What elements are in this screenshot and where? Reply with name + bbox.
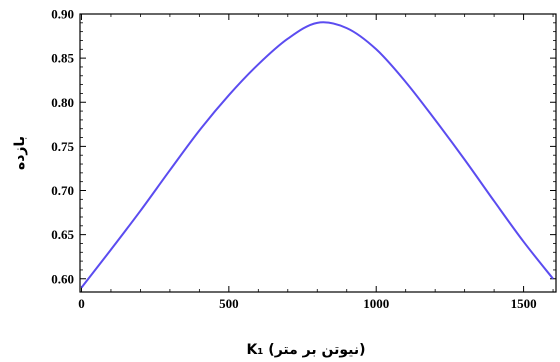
plot-frame — [79, 13, 557, 293]
y-tick-label: 0.60 — [51, 271, 74, 286]
x-tick-labels: 0 500 1000 1500 — [78, 296, 536, 311]
axis-ticks — [80, 13, 556, 292]
y-axis-title: بازده — [12, 136, 28, 170]
y-tick-label: 0.90 — [51, 7, 74, 22]
series-line — [80, 21, 554, 289]
y-tick-label: 0.65 — [51, 227, 74, 242]
x-tick-label: 1000 — [363, 296, 389, 311]
y-tick-label: 0.70 — [51, 183, 74, 198]
x-tick-label: 0 — [78, 296, 85, 311]
y-tick-labels: 0.60 0.65 0.70 0.75 0.80 0.85 0.90 — [51, 7, 74, 287]
y-tick-label: 0.80 — [51, 95, 74, 110]
x-tick-label: 500 — [219, 296, 239, 311]
y-tick-label: 0.75 — [51, 139, 74, 154]
x-tick-label: 1500 — [511, 296, 537, 311]
series-layer — [80, 21, 554, 289]
y-tick-label: 0.85 — [51, 51, 74, 66]
x-axis-title: K₁ (نیوتن بر متر) — [246, 342, 365, 358]
